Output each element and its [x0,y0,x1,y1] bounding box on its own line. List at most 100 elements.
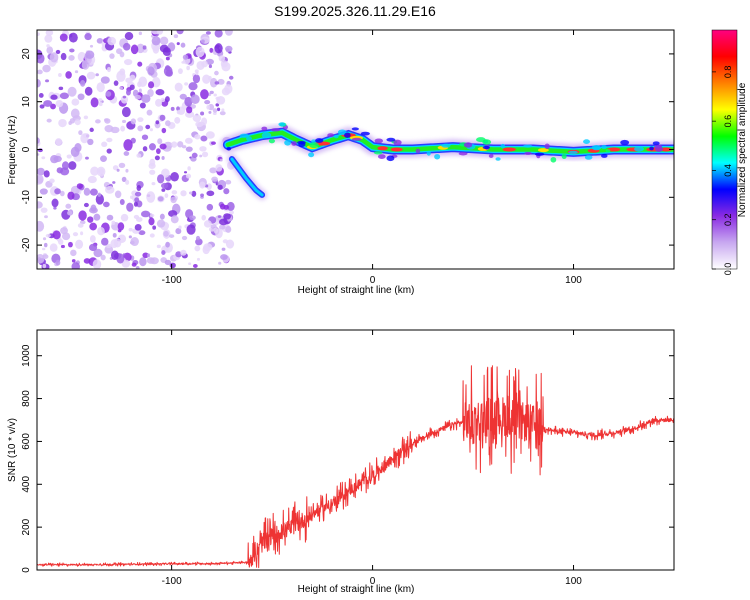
noise-blob [155,120,160,125]
noise-blob [69,48,75,53]
noise-blob [43,242,48,248]
noise-blob [40,207,48,213]
ridge-blob [524,151,532,155]
noise-blob [180,249,187,256]
noise-blob [41,156,46,160]
noise-blob [156,244,161,249]
noise-blob [221,87,231,96]
noise-blob [156,219,166,228]
noise-blob [84,33,92,41]
ridge-blob [360,131,370,136]
ridge-blob [441,143,451,148]
noise-blob [58,118,67,128]
noise-blob [95,119,101,124]
noise-blob [59,33,68,42]
noise-blob [96,82,105,93]
ridge-blob [482,145,490,150]
noise-blob [105,243,112,249]
ridge-blob [315,138,324,143]
ridge-blob [495,157,501,161]
y-tick-label: 0 [21,567,32,573]
noise-blob [75,239,84,250]
noise-blob [119,86,123,90]
noise-blob [218,261,222,265]
noise-blob [176,42,180,46]
noise-blob [142,252,149,259]
noise-blob [136,184,142,191]
noise-blob [37,32,40,36]
noise-blob [177,68,183,75]
noise-blob [86,71,96,80]
noise-blob [151,182,156,186]
ridge-blob [351,137,362,141]
noise-blob [168,234,175,238]
noise-blob [213,227,219,234]
noise-blob [209,90,214,95]
noise-blob [178,225,182,230]
noise-blob [200,111,205,116]
noise-blob [74,119,81,126]
noise-blob [53,155,62,163]
noise-blob [145,124,151,130]
noise-blob [142,45,147,50]
noise-blob [41,247,46,251]
noise-blob [134,191,142,197]
noise-blob [83,187,91,196]
noise-blob [159,143,167,150]
noise-blob [208,64,213,69]
noise-blob [90,97,99,108]
noise-blob [104,124,114,133]
noise-blob [80,80,86,87]
noise-blob [199,181,206,189]
ridge-blob [337,129,347,136]
noise-blob [84,86,93,96]
noise-blob [171,141,178,148]
noise-blob [205,31,211,35]
noise-blob [112,232,117,238]
colorbar-ticks: 0.0 0.2 0.4 0.6 0.8 [712,66,733,275]
noise-blob [77,93,85,101]
noise-blob [134,197,140,203]
noise-blob [89,222,97,231]
noise-blob [37,174,44,184]
noise-blob [173,34,179,39]
ridge-blob [652,141,660,146]
noise-blob [105,91,112,97]
colorbar: 0.0 0.2 0.4 0.6 0.8 Normalized spectral ampl… [711,29,748,275]
noise-blob [83,202,89,208]
noise-blob [201,214,206,221]
noise-blob [89,44,94,48]
noise-blob [83,258,91,264]
noise-blob [120,125,126,132]
noise-blob [170,172,179,182]
noise-blob [88,243,98,252]
colorbar-gradient [711,29,738,270]
noise-blob [212,108,218,113]
noise-blob [140,210,151,218]
noise-blob [196,257,200,261]
noise-blob [213,93,217,97]
noise-blob [100,76,110,84]
noise-blob [149,233,155,238]
noise-blob [185,146,193,152]
noise-blob [134,223,142,231]
noise-blob [203,243,213,251]
noise-blob [122,119,127,124]
noise-blob [137,117,144,123]
noise-blob [49,52,59,63]
noise-blob [89,188,98,196]
noise-blob [97,227,105,236]
noise-blob [100,254,106,261]
noise-blob [192,74,201,84]
noise-blob [221,247,226,251]
ridge-blob [311,139,317,144]
ridge-blob [561,153,567,159]
noise-blob [37,153,40,156]
ridge-blob [291,141,297,146]
noise-blob [146,253,151,258]
noise-blob [117,222,125,231]
noise-blob [212,112,217,116]
noise-blob [161,168,170,178]
noise-blob [136,217,143,223]
